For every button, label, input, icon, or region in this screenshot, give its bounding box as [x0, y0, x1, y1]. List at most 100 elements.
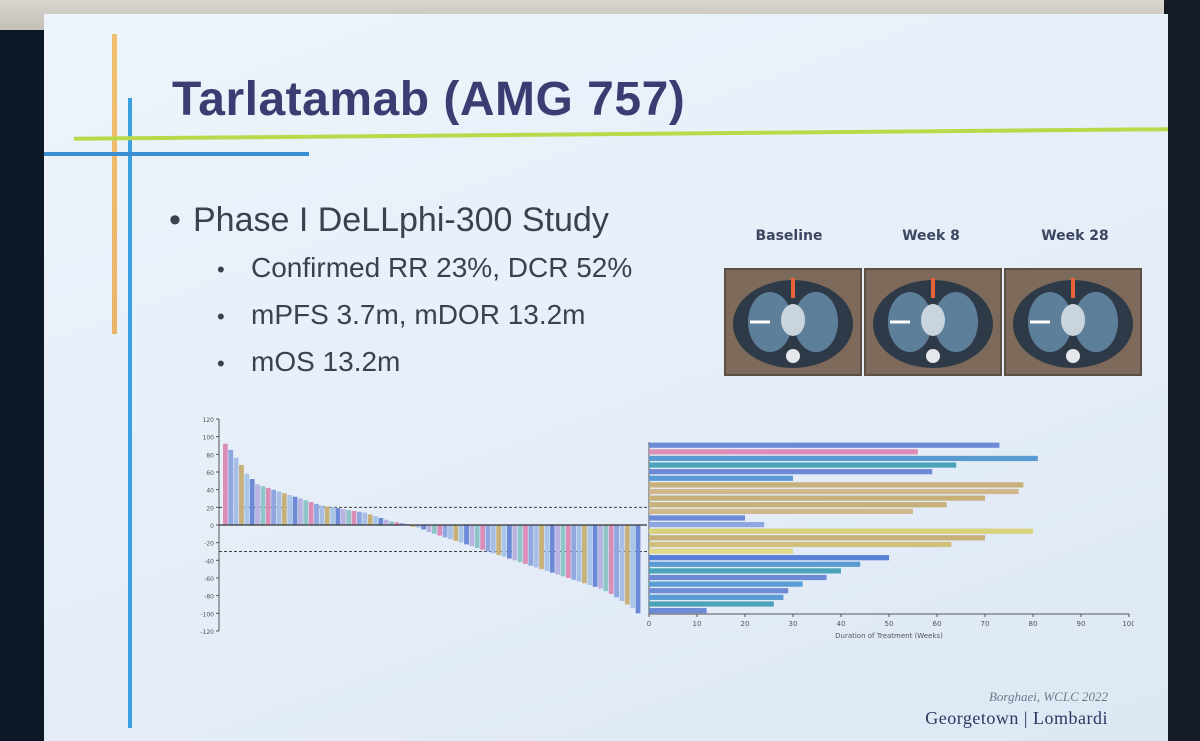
waterfall-bar: [490, 525, 496, 554]
waterfall-bar: [351, 510, 357, 525]
scan-spine: [1066, 349, 1080, 363]
waterfall-bar: [340, 509, 346, 525]
x-tick-label: 40: [837, 620, 846, 628]
waterfall-bar: [260, 486, 266, 525]
swimmer-bar: [649, 495, 985, 501]
sub-bullet-list: • Confirmed RR 23%, DCR 52% • mPFS 3.7m, m…: [217, 252, 632, 378]
swimmer-bar: [649, 581, 803, 587]
waterfall-bar: [437, 525, 443, 536]
waterfall-bar: [228, 449, 234, 525]
deco-vertical-orange-line: [112, 34, 117, 334]
bullet-dot: •: [217, 350, 225, 376]
sub-bullet: • mOS 13.2m: [217, 346, 632, 378]
waterfall-bar: [549, 525, 555, 573]
swimmer-bar: [649, 594, 784, 600]
waterfall-bar: [453, 525, 459, 541]
waterfall-bar: [389, 521, 394, 525]
deco-horizontal-green-line: [74, 127, 1168, 141]
waterfall-bar: [555, 525, 561, 575]
x-tick-label: 70: [981, 620, 990, 628]
scan-mediastinum: [781, 304, 805, 336]
waterfall-bar: [308, 502, 314, 525]
scan-mediastinum: [1061, 304, 1085, 336]
bullet-list: • Phase I DeLLphi-300 Study • Confirmed RR…: [169, 201, 632, 393]
swimmer-bar: [649, 469, 933, 475]
scan-label-week8: Week 8: [902, 228, 960, 244]
waterfall-bar: [571, 525, 577, 580]
y-tick-label: 120: [203, 417, 215, 424]
swimmer-bar: [649, 442, 1000, 448]
x-tick-label: 80: [1029, 620, 1038, 628]
waterfall-bar: [474, 525, 480, 548]
citation: Borghaei, WCLC 2022: [988, 689, 1108, 704]
y-tick-label: -120: [200, 629, 214, 636]
swimmer-bar: [649, 535, 985, 541]
waterfall-bar: [614, 525, 619, 598]
scan-mediastinum: [921, 304, 945, 336]
waterfall-bar: [287, 494, 293, 525]
scan-lung-right: [1074, 292, 1118, 352]
scan-lung-right: [934, 292, 978, 352]
y-tick-label: 60: [206, 470, 214, 477]
waterfall-bar: [303, 500, 309, 525]
swimmer-bar: [649, 521, 765, 528]
waterfall-bar: [485, 525, 491, 552]
waterfall-bar: [426, 525, 432, 533]
waterfall-bar: [367, 514, 373, 525]
ct-scan-baseline: [724, 268, 862, 376]
waterfall-bar: [576, 525, 582, 582]
y-tick-label: -100: [200, 611, 214, 618]
swimmer-bar: [649, 482, 1024, 488]
waterfall-bar: [410, 525, 416, 527]
ct-scan-week8: [864, 268, 1002, 376]
x-tick-label: 20: [741, 620, 750, 628]
swimmer-plot: 0 10 20 30 40 50 60 70 80 90 100 Duration of Treatm…: [647, 442, 1134, 640]
swimmer-bar: [649, 548, 793, 554]
waterfall-bar: [330, 507, 335, 525]
bullet-main-text: Phase I DeLLphi-300 Study: [193, 201, 609, 239]
ct-scan-week28: [1004, 268, 1142, 376]
waterfall-bar: [565, 525, 571, 578]
waterfall-bar: [624, 525, 630, 605]
swimmer-bar: [649, 449, 918, 455]
swimmer-bar: [649, 475, 793, 481]
swimmer-bar: [649, 588, 789, 594]
swimmer-bar: [649, 462, 957, 468]
y-tick-label: 20: [206, 505, 214, 512]
waterfall-bar: [635, 525, 641, 614]
waterfall-bar: [255, 484, 260, 525]
waterfall-bar: [319, 505, 325, 525]
sub-bullet-text: Confirmed RR 23%, DCR 52%: [251, 252, 633, 283]
x-tick-label: 100: [1122, 620, 1134, 628]
scan-spine: [786, 349, 800, 363]
institution-logo: Georgetown | Lombardi: [925, 708, 1108, 728]
waterfall-bar: [544, 525, 550, 571]
waterfall-bar: [335, 508, 341, 525]
scan-spine: [926, 349, 940, 363]
y-tick-label: 40: [206, 488, 214, 495]
scan-label-baseline: Baseline: [755, 228, 823, 244]
ct-scan-image: [1006, 270, 1140, 374]
waterfall-bar: [448, 525, 453, 540]
swimmer-bar: [649, 568, 841, 574]
waterfall-bar: [630, 525, 636, 609]
waterfall-bar: [512, 525, 518, 561]
swimmer-bar: [649, 561, 861, 567]
x-tick-label: 60: [933, 620, 942, 628]
waterfall-bar: [298, 498, 303, 525]
waterfall-bar: [598, 525, 603, 589]
waterfall-bar: [523, 525, 528, 564]
x-tick-label: 30: [789, 620, 798, 628]
swimmer-bar: [649, 502, 947, 508]
y-tick-label: 0: [210, 523, 214, 530]
bullet-dot: •: [217, 303, 225, 329]
waterfall-bar: [533, 525, 539, 568]
swimmer-bar: [649, 455, 1038, 462]
y-tick-label: -20: [204, 541, 214, 548]
waterfall-bar: [265, 487, 271, 525]
x-tick-label: 10: [693, 620, 702, 628]
slide-title: Tarlatamab (AMG 757): [172, 73, 686, 126]
waterfall-bar: [507, 525, 512, 559]
waterfall-bar: [399, 523, 405, 525]
y-tick-label: 100: [203, 435, 215, 442]
